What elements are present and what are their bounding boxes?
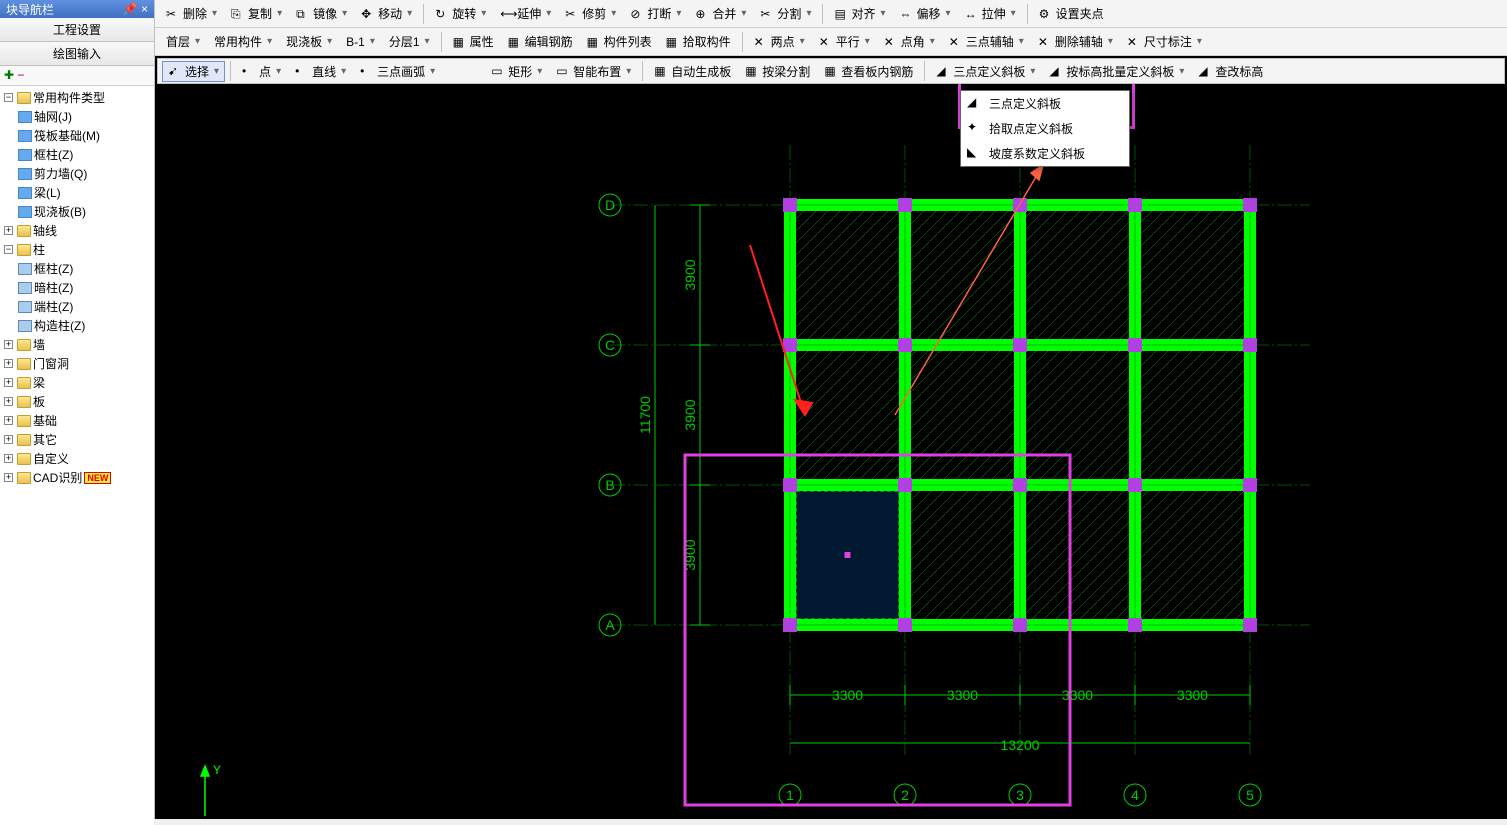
panel-header: 块导航栏 📌 ×: [0, 0, 154, 18]
tree-item[interactable]: 筏板基础(M): [4, 126, 150, 145]
tb-偏移[interactable]: ⇔偏移▾: [894, 3, 957, 24]
tree-subitem[interactable]: 暗柱(Z): [4, 278, 150, 297]
tb-分割[interactable]: ✂分割▾: [754, 3, 817, 24]
svg-text:11700: 11700: [637, 396, 653, 434]
tree-root[interactable]: − 常用构件类型: [4, 88, 150, 107]
tree-category[interactable]: + 门窗洞: [4, 354, 150, 373]
tb-分层1[interactable]: 分层1▾: [383, 31, 436, 52]
svg-text:4: 4: [1131, 787, 1139, 803]
svg-text:B: B: [605, 477, 614, 493]
tb-编辑钢筋[interactable]: ▦编辑钢筋: [502, 31, 579, 52]
tb-尺寸标注[interactable]: ✕尺寸标注▾: [1121, 31, 1208, 52]
tb-点角[interactable]: ✕点角▾: [878, 31, 941, 52]
tree-category[interactable]: + 其它: [4, 430, 150, 449]
component-tree[interactable]: − 常用构件类型 轴网(J) 筏板基础(M) 框柱(Z) 剪力墙(Q) 梁(L)…: [0, 86, 154, 825]
tree-category[interactable]: + 梁: [4, 373, 150, 392]
tree-category[interactable]: − 柱: [4, 240, 150, 259]
tree-category[interactable]: + 轴线: [4, 221, 150, 240]
svg-text:D: D: [605, 197, 615, 213]
tb-select[interactable]: ➹选择▾: [162, 61, 225, 82]
tb-旋转[interactable]: ↻旋转▾: [429, 3, 492, 24]
tb-合并[interactable]: ⊕合并▾: [689, 3, 752, 24]
svg-text:3900: 3900: [682, 259, 698, 290]
edit-toolbar: ✂删除▾⎘复制▾⧉镜像▾✥移动▾ ↻旋转▾⟷延伸▾✂修剪▾⊘打断▾⊕合并▾✂分割▾…: [0, 0, 1507, 28]
svg-text:Y: Y: [213, 763, 221, 777]
tb-拾取构件[interactable]: ▦拾取构件: [660, 31, 737, 52]
tb-修剪[interactable]: ✂修剪▾: [559, 3, 622, 24]
tree-category[interactable]: + 自定义: [4, 449, 150, 468]
draw-toolbar: ➹选择▾ •点▾•直线▾•三点画弧▾ ▭矩形▾▭智能布置▾ ▦自动生成板▦按梁分割▦查…: [157, 58, 1505, 84]
panel-mini-toolbar: ✚ −: [0, 66, 154, 86]
tb-常用构件[interactable]: 常用构件▾: [208, 31, 278, 52]
svg-text:2: 2: [901, 787, 909, 803]
close-icon[interactable]: ×: [141, 2, 148, 16]
tree-item[interactable]: 剪力墙(Q): [4, 164, 150, 183]
tb-移动[interactable]: ✥移动▾: [355, 3, 418, 24]
tree-subitem[interactable]: 端柱(Z): [4, 297, 150, 316]
svg-text:5: 5: [1246, 787, 1254, 803]
tb-B-1[interactable]: B-1▾: [340, 33, 381, 51]
tb-查看板内钢筋[interactable]: ▦查看板内钢筋: [818, 61, 919, 82]
tree-item[interactable]: 轴网(J): [4, 107, 150, 126]
tb-设置夹点[interactable]: ⚙设置夹点: [1033, 3, 1110, 24]
tb-矩形[interactable]: ▭矩形▾: [485, 61, 548, 82]
drawing-canvas[interactable]: ➹选择▾ •点▾•直线▾•三点画弧▾ ▭矩形▾▭智能布置▾ ▦自动生成板▦按梁分割▦查…: [155, 56, 1507, 819]
svg-text:3: 3: [1016, 787, 1024, 803]
tab-draw-input[interactable]: 绘图输入: [0, 42, 154, 66]
tb-对齐[interactable]: ▤对齐▾: [828, 3, 891, 24]
tb-三点辅轴[interactable]: ✕三点辅轴▾: [943, 31, 1030, 52]
tb-直线[interactable]: •直线▾: [289, 61, 352, 82]
tb-查改标高[interactable]: ◢查改标高: [1192, 61, 1269, 82]
drawing-svg[interactable]: DCBA123453900390039001170033003300330033…: [155, 56, 1507, 819]
tb-按梁分割[interactable]: ▦按梁分割: [739, 61, 816, 82]
tree-item[interactable]: 现浇板(B): [4, 202, 150, 221]
tree-subitem[interactable]: 框柱(Z): [4, 259, 150, 278]
tree-item[interactable]: 梁(L): [4, 183, 150, 202]
tb-复制[interactable]: ⎘复制▾: [225, 3, 288, 24]
dd-item-2[interactable]: ◣坡度系数定义斜板: [961, 141, 1129, 166]
svg-text:13200: 13200: [1001, 737, 1040, 753]
tree-category[interactable]: + CAD识别 NEW: [4, 468, 150, 487]
svg-text:A: A: [605, 617, 615, 633]
tb-删除辅轴[interactable]: ✕删除辅轴▾: [1032, 31, 1119, 52]
tb-现浇板[interactable]: 现浇板▾: [280, 31, 338, 52]
tab-project-settings[interactable]: 工程设置: [0, 18, 154, 42]
tree-category[interactable]: + 基础: [4, 411, 150, 430]
context-toolbar: 首层▾常用构件▾现浇板▾B-1▾分层1▾ ▦属性▦编辑钢筋▦构件列表▦拾取构件 ✕两…: [0, 28, 1507, 56]
svg-text:1: 1: [786, 787, 794, 803]
tb-构件列表[interactable]: ▦构件列表: [581, 31, 658, 52]
tree-category[interactable]: + 墙: [4, 335, 150, 354]
tb-三点画弧[interactable]: •三点画弧▾: [354, 61, 441, 82]
tb-点[interactable]: •点▾: [236, 61, 287, 82]
tree-category[interactable]: + 板: [4, 392, 150, 411]
tb-两点[interactable]: ✕两点▾: [748, 31, 811, 52]
navigation-panel: 块导航栏 📌 × 工程设置 绘图输入 ✚ − − 常用构件类型 轴网(J) 筏板…: [0, 0, 155, 819]
tb-自动生成板[interactable]: ▦自动生成板: [648, 61, 737, 82]
tb-删除[interactable]: ✂删除▾: [160, 3, 223, 24]
tb-打断[interactable]: ⊘打断▾: [624, 3, 687, 24]
dd-item-0[interactable]: ◢三点定义斜板: [961, 91, 1129, 116]
tb-属性[interactable]: ▦属性: [447, 31, 500, 52]
tb-拉伸[interactable]: ↔拉伸▾: [959, 3, 1022, 24]
tb-三点定义斜板[interactable]: ◢三点定义斜板▾: [930, 61, 1041, 82]
tree-subitem[interactable]: 构造柱(Z): [4, 316, 150, 335]
tb-镜像[interactable]: ⧉镜像▾: [290, 3, 353, 24]
tb-按标高批量定义斜板[interactable]: ◢按标高批量定义斜板▾: [1043, 61, 1190, 82]
svg-text:3900: 3900: [682, 399, 698, 430]
svg-text:C: C: [605, 337, 615, 353]
tb-平行[interactable]: ✕平行▾: [813, 31, 876, 52]
tree-item[interactable]: 框柱(Z): [4, 145, 150, 164]
tb-智能布置[interactable]: ▭智能布置▾: [550, 61, 637, 82]
tb-延伸[interactable]: ⟷延伸▾: [494, 3, 557, 24]
tb-首层[interactable]: 首层▾: [160, 31, 206, 52]
dd-item-1[interactable]: ✦拾取点定义斜板: [961, 116, 1129, 141]
panel-title: 块导航栏: [6, 1, 54, 18]
pin-icon[interactable]: 📌: [123, 2, 138, 16]
slope-define-dropdown: ◢三点定义斜板✦拾取点定义斜板◣坡度系数定义斜板: [960, 90, 1130, 167]
